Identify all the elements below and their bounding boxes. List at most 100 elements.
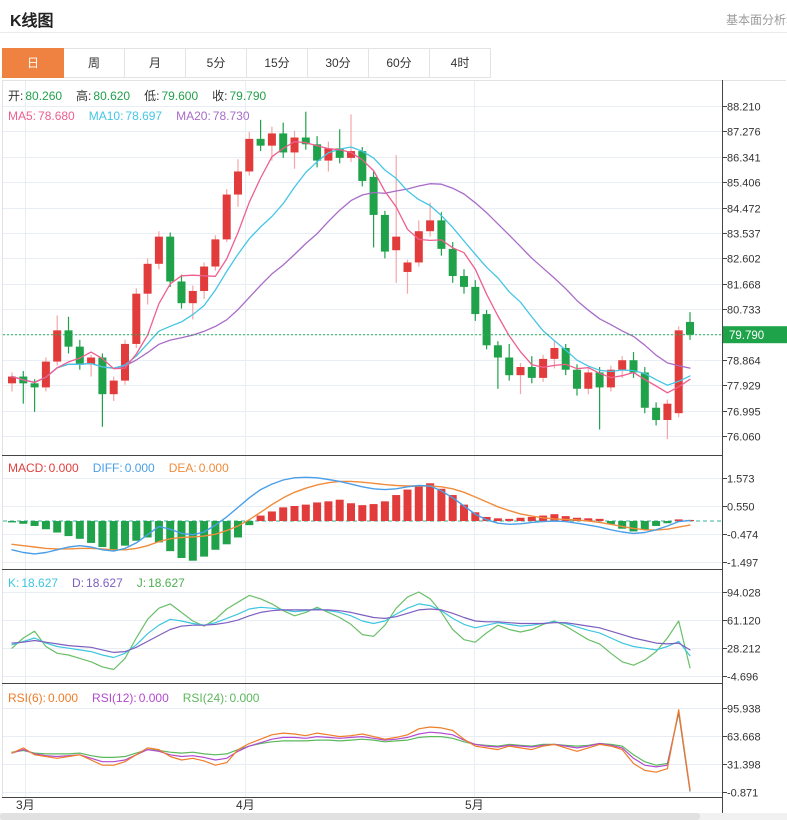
readout-value: 0.000: [48, 691, 79, 705]
ma-readout-row: MA5: 78.680 MA10: 78.697 MA20: 78.730: [8, 109, 250, 123]
candle-down: [166, 236, 175, 282]
horizontal-scrollbar-track[interactable]: [0, 813, 787, 820]
rsi-axis-tick-label: -0.871: [727, 788, 758, 800]
readout-label: MA5:: [8, 109, 37, 123]
candle-up: [211, 239, 220, 267]
tab-period-2[interactable]: 月: [125, 48, 186, 78]
readout-value: 0.000: [124, 461, 155, 475]
rsi6-line: [11, 709, 691, 791]
candle-down: [652, 407, 661, 420]
indicator-readout: RSI(12): 0.000: [92, 691, 169, 705]
readout-label: K:: [8, 576, 20, 590]
macd-histogram-bar: [448, 495, 457, 522]
price-axis-tick-label: 87.276: [727, 127, 761, 139]
macd-histogram-bar: [301, 504, 310, 522]
x-axis-month-label: 4月: [236, 798, 255, 812]
macd-histogram-bar: [324, 501, 333, 522]
rsi-axis-tick-label: 63.668: [727, 732, 761, 744]
rsi24-line: [11, 712, 691, 792]
readout-label: 高:: [76, 89, 92, 103]
tab-period-3[interactable]: 5分: [186, 48, 247, 78]
macd-histogram-bar: [460, 504, 468, 522]
macd-histogram-bar: [290, 505, 299, 522]
indicator-readout: MACD: 0.000: [8, 461, 79, 475]
macd-histogram-bar: [313, 502, 322, 522]
macd-histogram-bar: [30, 521, 39, 526]
period-tabs: 日周月 5分 15分 30分 60分 4时: [2, 48, 491, 78]
price-axis-tick-label: 84.472: [727, 204, 761, 216]
candle-up: [414, 231, 423, 263]
macd-histogram-bar: [188, 521, 197, 561]
macd-histogram-bar: [380, 501, 389, 522]
candle-up: [324, 148, 333, 161]
ma5-line: [11, 140, 691, 394]
candle-up: [516, 367, 525, 376]
candle-down: [505, 357, 514, 376]
macd-histogram-bar: [663, 521, 672, 524]
price-axis-tick-label: 80.733: [727, 305, 761, 317]
rsi-readout-row: RSI(6): 0.000 RSI(12): 0.000 RSI(24): 0.000: [8, 691, 259, 705]
kdj-axis-tick-label: -4.696: [727, 672, 758, 684]
candle-down: [30, 383, 39, 388]
readout-label: D:: [72, 576, 85, 590]
kdj-j-line: [11, 591, 691, 671]
macd-histogram-bar: [109, 521, 118, 550]
tab-period-0[interactable]: 日: [2, 48, 64, 78]
readout-value: 80.620: [93, 89, 131, 103]
macd-histogram-bar: [584, 518, 593, 522]
indicator-readout: 收: 79.790: [212, 89, 266, 103]
macd-histogram-bar: [166, 521, 175, 552]
readout-value: 78.680: [38, 109, 75, 123]
tab-period-1[interactable]: 周: [64, 48, 125, 78]
macd-histogram-bar: [279, 507, 288, 522]
candle-down: [335, 148, 344, 158]
fundamental-analysis-link[interactable]: 基本面分析>: [725, 13, 787, 27]
candle-up: [188, 290, 197, 304]
candle-down: [493, 345, 502, 358]
indicator-readout: 低: 79.600: [144, 89, 198, 103]
candle-up: [41, 361, 50, 388]
readout-value: 18.627: [21, 576, 59, 590]
tab-period-7[interactable]: 4时: [430, 48, 491, 78]
macd-histogram-bar: [505, 518, 514, 522]
tab-period-4[interactable]: 15分: [247, 48, 308, 78]
macd-histogram-bar: [550, 514, 559, 522]
candle-up: [245, 138, 254, 172]
readout-value: 0.000: [138, 691, 169, 705]
price-axis-tick-label: 86.341: [727, 153, 761, 165]
readout-value: 78.697: [125, 109, 163, 123]
candle-down: [177, 281, 186, 304]
macd-histogram-bar: [211, 521, 220, 550]
indicator-readout: MA10: 78.697: [89, 109, 162, 123]
kdj-d-line: [11, 608, 691, 654]
readout-value: 0.000: [48, 461, 79, 475]
readout-label: DIFF:: [92, 461, 123, 475]
tab-period-5[interactable]: 30分: [308, 48, 369, 78]
readout-value: 0.000: [198, 461, 229, 475]
current-price-badge-label: 79.790: [729, 330, 764, 342]
readout-label: DEA:: [168, 461, 197, 475]
tab-period-6[interactable]: 60分: [369, 48, 430, 78]
rsi-axis-tick-label: 95.938: [727, 704, 761, 716]
candle-up: [392, 236, 401, 251]
macd-histogram-bar: [674, 519, 683, 522]
horizontal-scrollbar-thumb[interactable]: [0, 813, 700, 820]
readout-label: RSI(12):: [92, 691, 137, 705]
readout-label: MACD:: [8, 461, 47, 475]
candle-down: [686, 321, 694, 335]
macd-histogram-bar: [75, 521, 84, 539]
macd-histogram-bar: [618, 521, 627, 529]
page-title: K线图: [10, 13, 54, 30]
indicator-readout: 开: 80.260: [8, 89, 62, 103]
macd-histogram-bar: [256, 515, 265, 522]
macd-histogram-bar: [98, 521, 107, 548]
candle-down: [75, 346, 84, 365]
macd-histogram-bar: [41, 521, 50, 530]
rsi-axis-tick-label: 31.398: [727, 760, 761, 772]
header-divider: [0, 32, 787, 33]
macd-histogram-bar: [8, 521, 16, 523]
macd-histogram-bar: [121, 521, 129, 546]
candle-up: [403, 262, 412, 272]
indicator-readout: MA20: 78.730: [176, 109, 249, 123]
